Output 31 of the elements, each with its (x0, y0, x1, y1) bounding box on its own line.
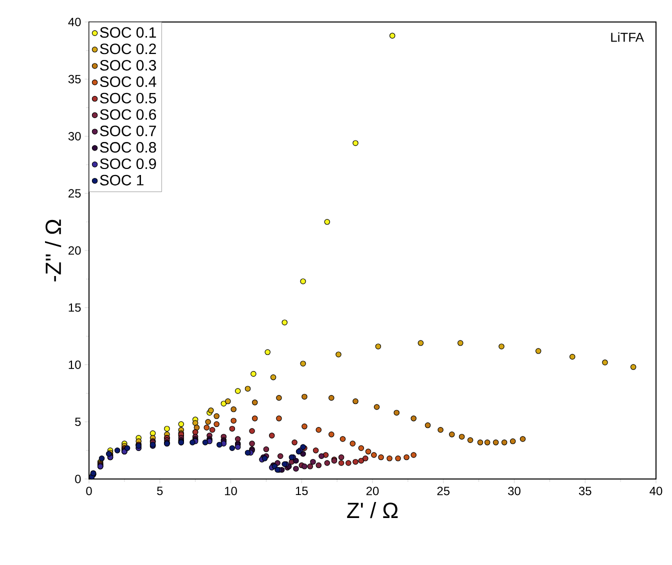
legend-label: SOC 0.9 (100, 158, 156, 170)
x-tick-label: 20 (366, 486, 379, 496)
y-tick-label: 15 (68, 303, 81, 312)
y-tick-label: 30 (68, 132, 81, 140)
y-tick-label: 10 (68, 360, 81, 369)
legend-label: SOC 0.4 (100, 76, 156, 87)
x-tick-label: 25 (437, 486, 450, 496)
y-tick-label: 40 (68, 18, 81, 26)
y-tick-label: 0 (75, 474, 81, 484)
legend-label: SOC 0.2 (100, 44, 156, 54)
legend-label: SOC 0.6 (100, 109, 156, 120)
x-axis-title: Z' / Ω (347, 502, 398, 518)
x-tick-label: 5 (157, 486, 163, 496)
legend-label: SOC 0.8 (100, 142, 156, 153)
y-axis-title: -Z'' / Ω (44, 220, 62, 282)
y-tick-label: 20 (68, 246, 81, 255)
x-tick-label: 0 (86, 486, 92, 496)
x-tick-label: 35 (578, 486, 592, 496)
y-tick-label: 5 (75, 418, 81, 426)
annotation: LiTFA (611, 32, 644, 42)
x-tick-label: 10 (225, 486, 237, 496)
legend-label: SOC 0.7 (100, 126, 156, 136)
x-tick-label: 15 (296, 486, 308, 496)
legend-label: SOC 0.5 (100, 92, 156, 104)
x-tick-label: 30 (508, 486, 520, 496)
legend-label: SOC 1 (100, 174, 144, 186)
legend-label: SOC 0.3 (100, 60, 156, 71)
y-tick-label: 25 (68, 189, 81, 198)
legend-label: SOC 0.1 (100, 27, 156, 38)
y-tick-label: 35 (68, 74, 81, 84)
x-tick-label: 40 (650, 486, 662, 496)
